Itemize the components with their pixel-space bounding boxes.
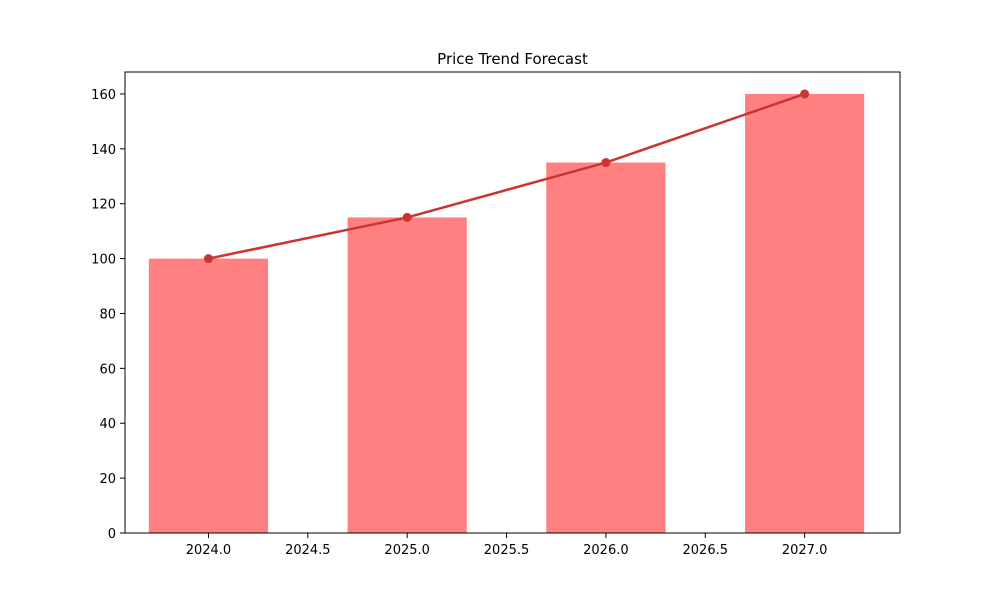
y-tick-label-0: 0 xyxy=(108,527,116,542)
bars-layer xyxy=(148,93,865,534)
y-tick-label-7: 140 xyxy=(91,143,116,158)
line-layer xyxy=(203,89,810,264)
bar-0 xyxy=(148,258,269,533)
line-point-1 xyxy=(402,212,412,222)
axes-layer: 2024.0 2024.5 2025.0 2025.5 2026.0 2026.5 2027… xyxy=(91,71,901,558)
x-tick-label-5: 2026.5 xyxy=(683,543,729,558)
y-tick-label-6: 120 xyxy=(91,198,116,213)
bar-3 xyxy=(745,93,865,533)
y-tick-label-4: 80 xyxy=(99,307,116,322)
bar-1 xyxy=(347,217,467,534)
plot-frame xyxy=(124,71,901,534)
line-point-3 xyxy=(800,89,810,99)
bar-2 xyxy=(546,162,666,533)
x-tick-label-6: 2027.0 xyxy=(782,543,828,558)
y-tick-label-8: 160 xyxy=(91,88,116,103)
y-tick-label-1: 20 xyxy=(99,472,116,487)
y-tick-label-5: 100 xyxy=(91,253,116,268)
trend-line xyxy=(208,92,806,260)
y-tick-label-3: 60 xyxy=(99,362,116,377)
x-tick-label-3: 2025.5 xyxy=(484,543,530,558)
x-tick-label-0: 2024.0 xyxy=(186,543,232,558)
line-point-2 xyxy=(601,158,611,168)
x-tick-label-1: 2024.5 xyxy=(285,543,331,558)
line-point-0 xyxy=(203,254,213,264)
chart-title: Price Trend Forecast xyxy=(437,50,588,68)
x-tick-label-2: 2025.0 xyxy=(384,543,430,558)
x-tick-label-4: 2026.0 xyxy=(583,543,629,558)
y-tick-label-2: 40 xyxy=(99,417,116,432)
